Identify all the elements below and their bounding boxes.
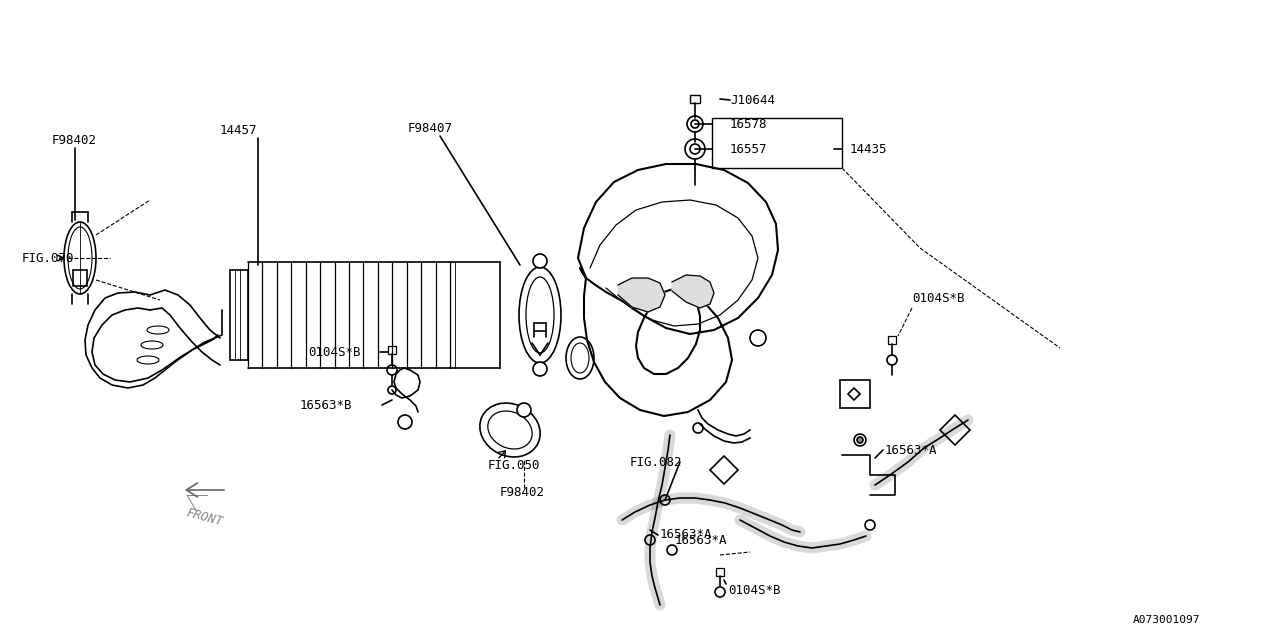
Circle shape [532,254,547,268]
Circle shape [388,386,396,394]
Ellipse shape [571,343,589,373]
Circle shape [517,403,531,417]
Text: 16563*A: 16563*A [675,534,727,547]
Bar [716,568,724,576]
Circle shape [750,330,765,346]
Bar [888,336,896,344]
Polygon shape [672,275,714,308]
Text: J10644: J10644 [730,93,774,106]
Circle shape [858,437,863,443]
Text: FRONT: FRONT [184,506,224,528]
Circle shape [685,139,705,159]
Bar [690,95,700,103]
Circle shape [667,545,677,555]
Circle shape [716,587,724,597]
Text: F98402: F98402 [500,486,545,499]
Circle shape [687,116,703,132]
Circle shape [398,415,412,429]
Text: 16557: 16557 [730,143,768,156]
Text: F98407: F98407 [408,122,453,134]
Text: FIG.070: FIG.070 [22,252,74,264]
Text: 16563*A: 16563*A [660,529,713,541]
Text: A073001097: A073001097 [1133,615,1201,625]
Ellipse shape [518,267,561,363]
Text: 0104S*B: 0104S*B [728,584,781,596]
Circle shape [532,362,547,376]
Ellipse shape [480,403,540,457]
Text: FIG.082: FIG.082 [630,456,682,468]
Ellipse shape [64,222,96,294]
Bar [712,118,842,168]
Ellipse shape [68,227,92,289]
Ellipse shape [488,411,532,449]
Circle shape [854,434,867,446]
Text: FIG.050: FIG.050 [488,458,540,472]
Text: 16563*B: 16563*B [300,399,352,412]
Bar [388,346,396,354]
Polygon shape [618,278,666,312]
Circle shape [887,355,897,365]
Ellipse shape [526,277,554,353]
Text: 14457: 14457 [220,124,257,136]
Circle shape [690,144,700,154]
Circle shape [692,423,703,433]
Text: 16578: 16578 [730,118,768,131]
Text: F98402: F98402 [52,134,97,147]
Text: 16563*A: 16563*A [884,444,937,456]
Circle shape [660,495,669,505]
Circle shape [387,365,397,375]
Circle shape [865,520,876,530]
Circle shape [645,535,655,545]
Text: 0104S*B: 0104S*B [913,291,965,305]
Ellipse shape [566,337,594,379]
Text: 14435: 14435 [850,143,887,156]
Text: 0104S*B: 0104S*B [308,346,361,358]
Circle shape [691,120,699,128]
